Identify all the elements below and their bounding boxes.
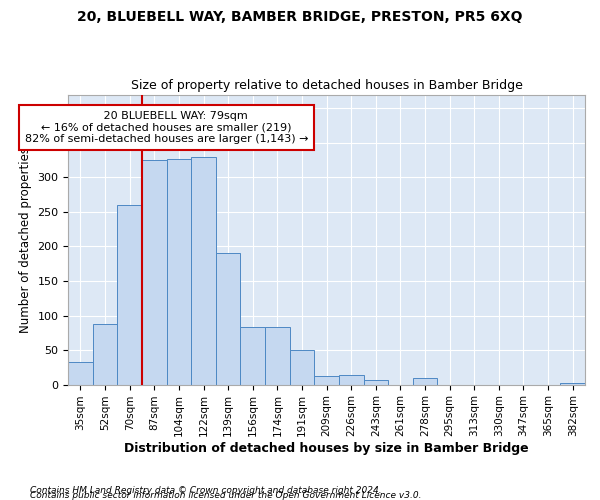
Text: 20, BLUEBELL WAY, BAMBER BRIDGE, PRESTON, PR5 6XQ: 20, BLUEBELL WAY, BAMBER BRIDGE, PRESTON… [77, 10, 523, 24]
Text: Contains HM Land Registry data © Crown copyright and database right 2024.: Contains HM Land Registry data © Crown c… [30, 486, 382, 495]
Bar [142, 160, 167, 384]
Bar [68, 362, 93, 384]
Bar [560, 382, 585, 384]
Bar [265, 328, 290, 384]
Bar [93, 324, 118, 384]
Bar [216, 254, 241, 384]
Bar [118, 205, 142, 384]
Title: Size of property relative to detached houses in Bamber Bridge: Size of property relative to detached ho… [131, 79, 523, 92]
Bar [241, 328, 265, 384]
Bar [364, 380, 388, 384]
Bar [167, 159, 191, 384]
Y-axis label: Number of detached properties: Number of detached properties [19, 146, 32, 332]
X-axis label: Distribution of detached houses by size in Bamber Bridge: Distribution of detached houses by size … [124, 442, 529, 455]
Bar [339, 375, 364, 384]
Bar [413, 378, 437, 384]
Bar [290, 350, 314, 384]
Bar [314, 376, 339, 384]
Text: Contains public sector information licensed under the Open Government Licence v3: Contains public sector information licen… [30, 491, 421, 500]
Text: 20 BLUEBELL WAY: 79sqm
← 16% of detached houses are smaller (219)
82% of semi-de: 20 BLUEBELL WAY: 79sqm ← 16% of detached… [25, 111, 308, 144]
Bar [191, 156, 216, 384]
